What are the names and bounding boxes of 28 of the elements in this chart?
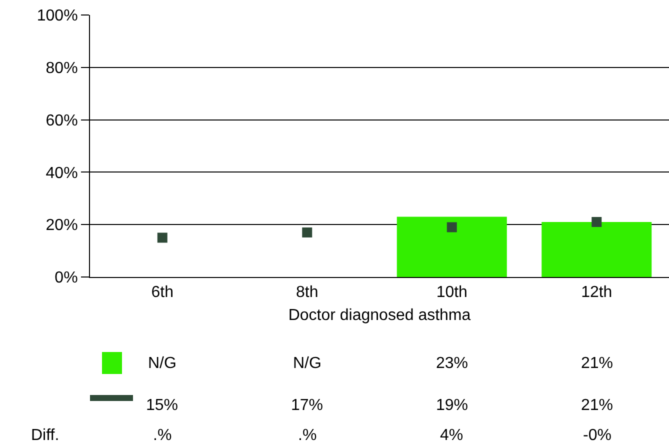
y-tick-label: 0% bbox=[54, 270, 78, 287]
data-label: 15% bbox=[146, 397, 178, 414]
x-tick-label: 8th bbox=[296, 284, 318, 302]
point bbox=[446, 222, 457, 232]
text: Diff. bbox=[31, 427, 60, 444]
point bbox=[592, 216, 602, 227]
x-tick-label: 10th bbox=[436, 284, 468, 302]
y-tick-label: 20% bbox=[46, 217, 78, 234]
data-label: 17% bbox=[291, 397, 324, 414]
y-tick-label: 80% bbox=[46, 60, 78, 77]
x-tick-label: 12th bbox=[581, 284, 612, 302]
text: N/G bbox=[293, 355, 322, 372]
data-label: 21% bbox=[581, 355, 614, 372]
point bbox=[302, 227, 312, 238]
y-tick-label: 40% bbox=[46, 164, 78, 182]
text: 4% bbox=[440, 427, 464, 444]
data-label: 21% bbox=[581, 397, 614, 414]
data-label: 23% bbox=[436, 355, 468, 372]
data-label: 19% bbox=[436, 397, 468, 414]
text: N/G bbox=[148, 355, 176, 372]
text: .% bbox=[153, 427, 172, 444]
text: -0% bbox=[583, 427, 612, 444]
y-tick-label: 60% bbox=[46, 112, 78, 130]
x-tick-label: 6th bbox=[151, 284, 174, 302]
y-tick-label: 100% bbox=[36, 8, 78, 25]
point bbox=[157, 232, 168, 243]
x-axis-title: Doctor diagnosed asthma bbox=[288, 306, 471, 324]
text: .% bbox=[298, 427, 317, 444]
